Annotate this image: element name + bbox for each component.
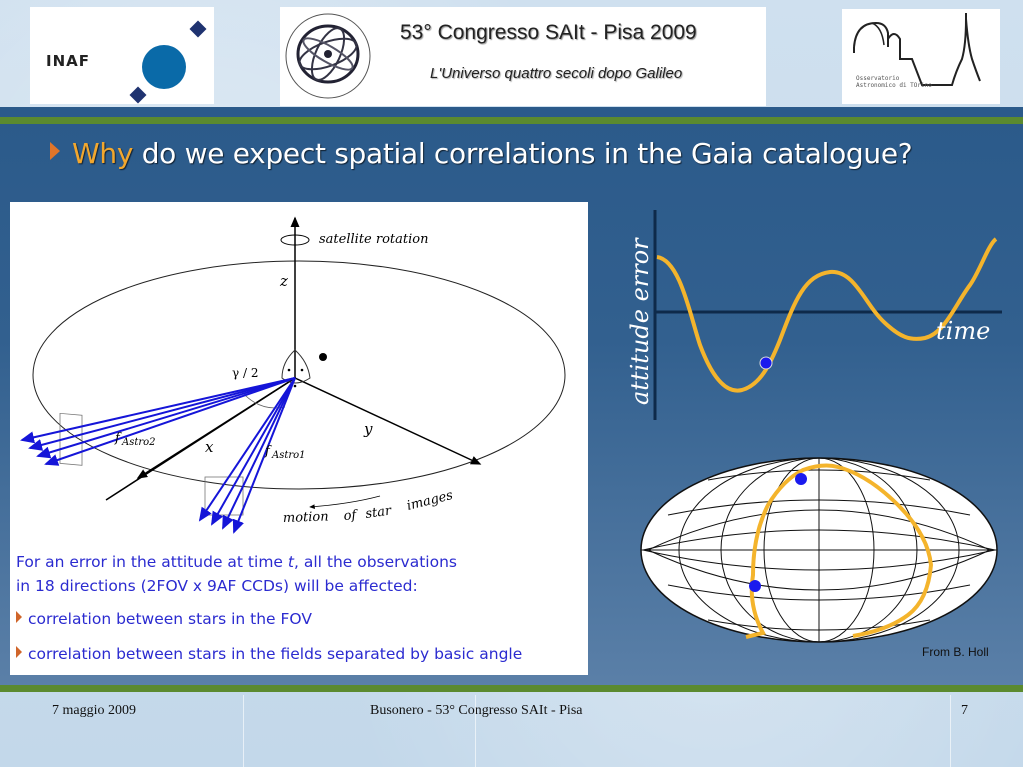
inaf-diamond-icon	[129, 86, 147, 104]
plot-ylabel: attitude error	[626, 237, 654, 405]
sky-map	[640, 457, 998, 643]
congress-banner: 53° Congresso SAIt - Pisa 2009 L'Univers…	[280, 7, 766, 106]
motion-word: motion	[283, 509, 329, 526]
images-word: images	[405, 488, 454, 514]
inaf-logo: INAF	[30, 7, 214, 104]
plot-xlabel: time	[936, 317, 990, 345]
title-text: do we expect spatial correlations in the…	[133, 137, 913, 170]
header: INAF 53° Congresso SAIt - Pisa 2009 L'Un…	[0, 0, 1023, 112]
satellite-dot	[319, 353, 327, 361]
footer-center: Busonero - 53° Congresso SAIt - Pisa	[370, 703, 583, 718]
diagram-panel: satellite rotation z x y γ / 2 f Astro2 …	[10, 202, 588, 675]
bottom-divider	[0, 685, 1023, 692]
star-word: star	[364, 503, 392, 522]
bullet-triangle-icon	[16, 646, 22, 658]
x-label: x	[205, 438, 214, 456]
satellite-rotation-label: satellite rotation	[319, 232, 428, 247]
scan-marker	[795, 473, 807, 485]
footer-date: 7 maggio 2009	[52, 703, 136, 718]
observatory-dome-icon	[853, 13, 981, 86]
attitude-marker	[759, 356, 773, 370]
description-line1-post: , all the observations	[293, 553, 457, 571]
bullet-triangle-icon	[16, 611, 22, 623]
footer-divider	[475, 695, 476, 767]
f-astro2-label: f	[114, 431, 122, 446]
orbit-ellipse	[32, 260, 566, 490]
scan-marker	[749, 580, 761, 592]
footer: 7 maggio 2009 Busonero - 53° Congresso S…	[0, 695, 1023, 767]
y-axis	[294, 377, 482, 465]
footer-divider	[243, 695, 244, 767]
oato-logo-text: Osservatorio Astronomico di TOrino	[856, 75, 932, 89]
f-astro1-label: f	[264, 444, 272, 459]
description-line2: in 18 directions (2FOV x 9AF CCDs) will …	[16, 577, 418, 595]
attitude-error-plot: attitude error time	[626, 210, 1002, 420]
description: For an error in the attitude at time t, …	[16, 550, 457, 598]
x-axis	[136, 377, 296, 479]
title-highlight: Why	[72, 137, 134, 170]
of-word: of	[343, 508, 359, 524]
gamma-label: γ / 2	[232, 366, 258, 380]
y-label: y	[363, 420, 373, 438]
image-credit: From B. Holl	[922, 645, 989, 659]
congress-subtitle: L'Universo quattro secoli dopo Galileo	[430, 65, 683, 82]
inaf-logo-text: INAF	[46, 52, 90, 70]
inaf-circle-icon	[142, 45, 186, 89]
description-t: t	[287, 553, 294, 571]
bullet-text: correlation between stars in the fields …	[28, 645, 523, 663]
satellite-geometry-diagram: satellite rotation z x y γ / 2 f Astro2 …	[20, 216, 566, 534]
bullet-item: correlation between stars in the fields …	[16, 645, 522, 663]
z-label: z	[279, 272, 288, 290]
inaf-diamond-icon	[189, 20, 207, 38]
astro1-subscript: Astro1	[271, 450, 306, 461]
page-number: 7	[961, 703, 968, 718]
bullet-item: correlation between stars in the FOV	[16, 610, 312, 628]
congress-title: 53° Congresso SAIt - Pisa 2009	[400, 21, 697, 44]
astro2-subscript: Astro2	[121, 437, 156, 448]
bullet-triangle-icon	[50, 142, 60, 160]
satellite-body	[281, 349, 311, 384]
motion-arrow	[309, 495, 381, 510]
sait-seal-icon	[285, 13, 371, 99]
footer-divider	[950, 695, 951, 767]
attitude-curve	[656, 237, 998, 393]
top-divider	[0, 117, 1023, 124]
oato-logo: Osservatorio Astronomico di TOrino	[842, 9, 1000, 104]
scan-path	[745, 463, 934, 639]
rotation-arrow-icon	[280, 234, 310, 246]
bullet-text: correlation between stars in the FOV	[28, 610, 312, 628]
slide-title: Why do we expect spatial correlations in…	[50, 137, 913, 170]
description-line1-pre: For an error in the attitude at time	[16, 553, 288, 571]
